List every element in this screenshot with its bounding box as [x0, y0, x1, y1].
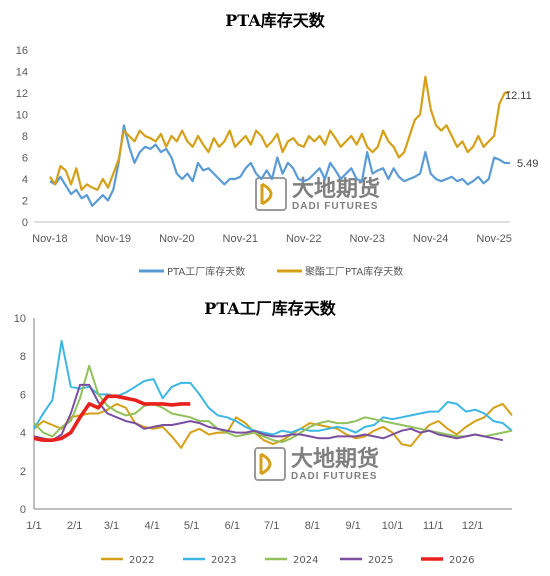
series-line-2023 [33, 339, 513, 436]
y-tick-label: 0 [22, 217, 28, 229]
y-tick-label: 4 [20, 428, 26, 440]
chart-1-axes: 0 2 4 6 8 10 12 14 16 Nov-18 Nov-19 Nov-20 Nov-21 Nov… [16, 45, 512, 245]
x-tick-label: Nov-22 [286, 233, 321, 245]
y-tick-label: 0 [20, 504, 26, 516]
x-tick-label: Nov-24 [413, 233, 448, 245]
watermark-logo-mark-icon [259, 452, 272, 476]
chart-2: PTA工厂库存天数 大地期货 DADI FUTURES 0 2 4 6 8 10 1/1 2/… [14, 299, 513, 566]
end-label-polyester: 12.11 [505, 90, 532, 102]
chart-2-axes: 0 2 4 6 8 10 1/1 2/1 3/1 4/1 5/1 6/1 7/1 8/1 9/1 10/1 11… [14, 313, 512, 532]
chart-1-end-labels: 12.11 5.49 [505, 90, 538, 170]
x-tick-label: Nov-23 [349, 233, 384, 245]
watermark-en-text: DADI FUTURES [291, 471, 377, 482]
y-tick-label: 8 [22, 131, 28, 143]
x-tick-label: 8/1 [305, 520, 320, 532]
legend-label-pta: PTA工厂库存天数 [167, 265, 245, 278]
x-tick-label: 3/1 [104, 520, 119, 532]
y-tick-label: 2 [20, 466, 26, 478]
watermark-logo-mark-icon [260, 182, 273, 206]
watermark-cn-text: 大地期货 [291, 446, 379, 472]
series-line-2025 [33, 383, 504, 442]
y-tick-label: 10 [14, 313, 26, 325]
chart-1-series [48, 75, 511, 207]
series-line-pta-factory [49, 124, 511, 207]
legend-label-2026: 2026 [449, 555, 474, 566]
series-line-2026 [33, 394, 191, 443]
x-tick-label: 7/1 [264, 520, 279, 532]
x-tick-label: 10/1 [382, 520, 403, 532]
legend-label-2025: 2025 [368, 555, 393, 566]
x-tick-label: 5/1 [184, 520, 199, 532]
chart-2-title: PTA工厂库存天数 [204, 299, 336, 318]
legend-label-2022: 2022 [129, 555, 154, 566]
x-tick-label: Nov-25 [476, 233, 511, 245]
chart-1-title: PTA库存天数 [225, 11, 325, 30]
x-tick-label: 1/1 [26, 520, 41, 532]
x-tick-label: Nov-18 [32, 233, 67, 245]
chart-2-series [33, 339, 513, 449]
series-line-2022 [33, 402, 513, 449]
x-tick-label: Nov-20 [159, 233, 194, 245]
y-tick-label: 16 [16, 45, 28, 57]
x-tick-label: 11/1 [423, 520, 444, 532]
y-tick-label: 8 [20, 351, 26, 363]
legend-label-polyester: 聚酯工厂PTA库存天数 [305, 265, 403, 278]
legend-label-2023: 2023 [211, 555, 236, 566]
y-tick-label: 4 [22, 174, 28, 186]
chart-1-legend: PTA工厂库存天数 聚酯工厂PTA库存天数 [139, 265, 403, 278]
y-tick-label: 12 [16, 88, 28, 100]
chart-2-legend: 2022 2023 2024 2025 2026 [101, 555, 474, 566]
x-tick-label: 12/1 [462, 520, 483, 532]
end-label-pta: 5.49 [517, 158, 538, 170]
watermark-en-text: DADI FUTURES [292, 201, 378, 212]
series-line-polyester-factory [48, 75, 511, 191]
watermark-2: 大地期货 DADI FUTURES [254, 446, 379, 482]
x-tick-label: Nov-21 [223, 233, 258, 245]
x-tick-label: Nov-19 [96, 233, 131, 245]
x-tick-label: 4/1 [145, 520, 160, 532]
chart-1: PTA库存天数 大地期货 DADI FUTURES 0246810121416N… [16, 11, 539, 278]
series-line-2024 [33, 364, 513, 444]
y-tick-label: 6 [22, 153, 28, 165]
y-tick-label: 10 [16, 110, 28, 122]
x-tick-label: 9/1 [345, 520, 360, 532]
legend-label-2024: 2024 [293, 555, 318, 566]
x-tick-label: 2/1 [67, 520, 82, 532]
x-tick-label: 6/1 [225, 520, 240, 532]
y-tick-label: 14 [16, 67, 28, 79]
y-tick-label: 2 [22, 196, 28, 208]
y-tick-label: 6 [20, 389, 26, 401]
